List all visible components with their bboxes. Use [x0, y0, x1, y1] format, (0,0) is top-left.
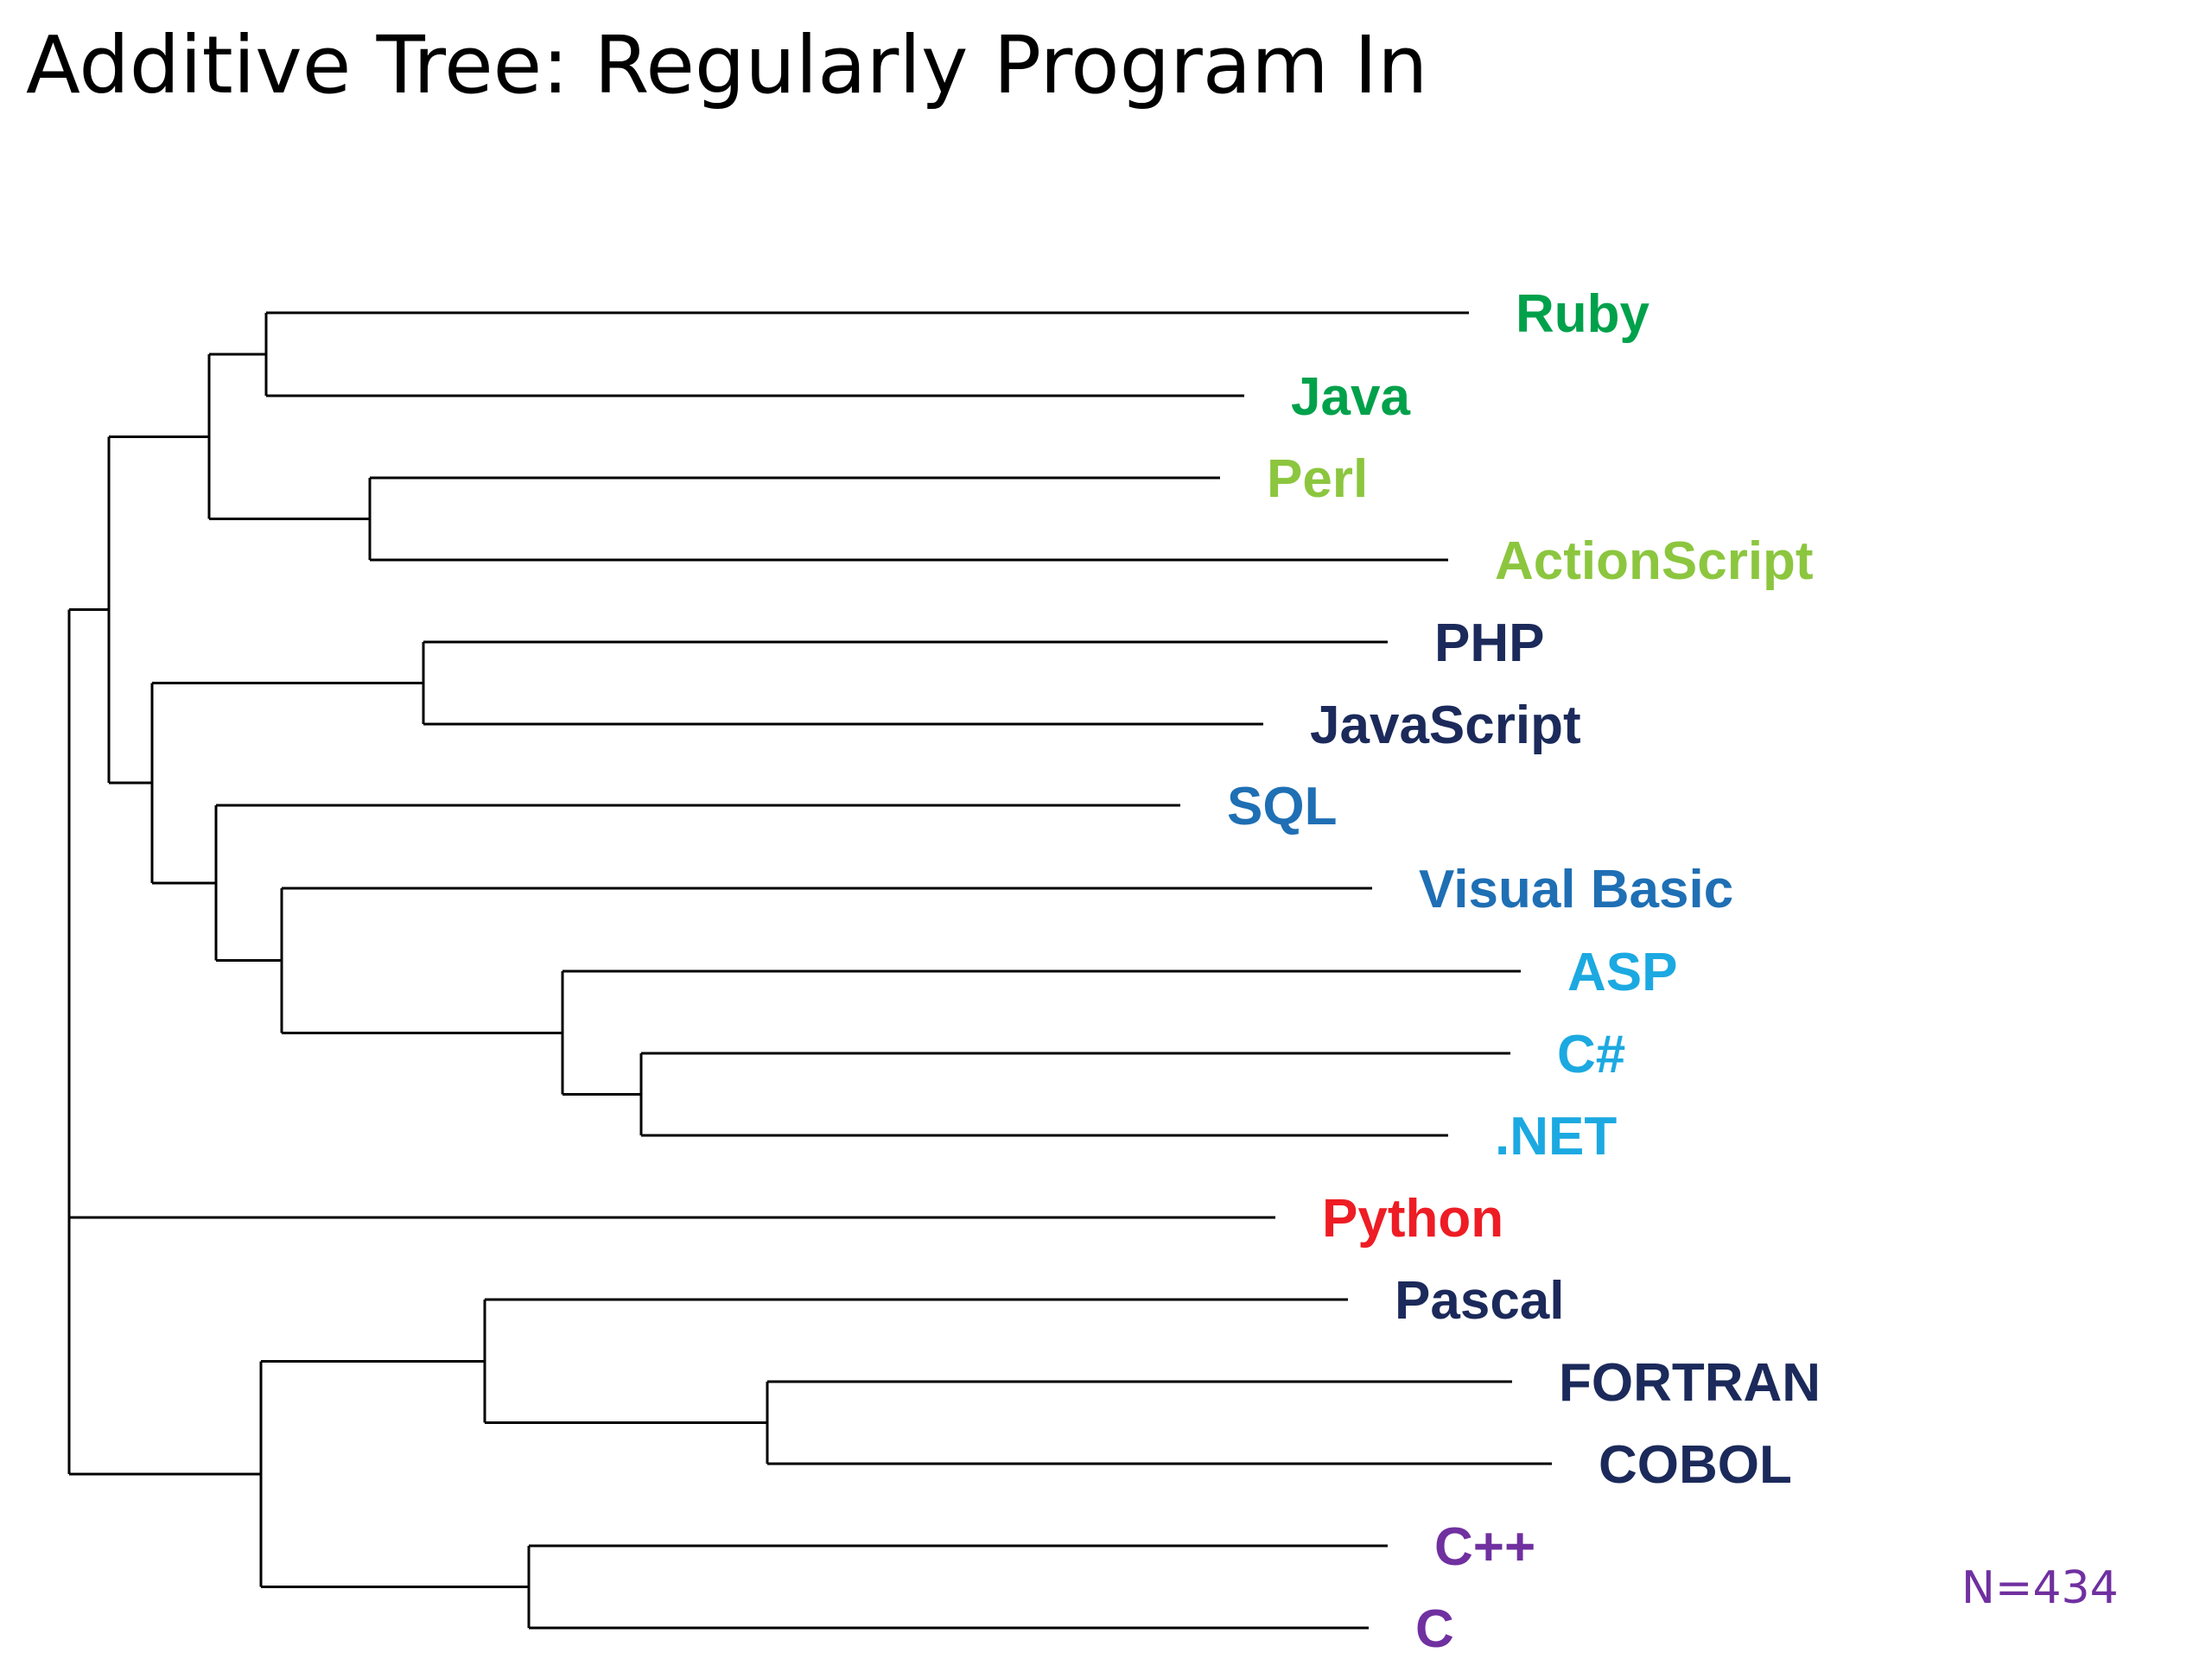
leaf-label: C: [1415, 1599, 1454, 1659]
tree-leaf-labels: Ruby Java Perl ActionScript PHP JavaScript SQL…: [1227, 284, 1821, 1659]
leaf-label: Java: [1291, 367, 1410, 427]
leaf-label: FORTRAN: [1559, 1353, 1821, 1413]
leaf-label: JavaScript: [1310, 696, 1581, 755]
leaf-label: ASP: [1567, 943, 1677, 1002]
leaf-label: C#: [1557, 1025, 1625, 1084]
sample-size-label: N=434: [1961, 1562, 2119, 1614]
slide-title: Additive Tree: Regularly Program In: [26, 19, 1428, 111]
leaf-label: SQL: [1227, 777, 1337, 836]
leaf-label: Python: [1322, 1189, 1503, 1249]
leaf-label: COBOL: [1599, 1435, 1792, 1495]
tree-branches: [67, 311, 1552, 1630]
leaf-label: ActionScript: [1495, 531, 1814, 591]
leaf-label: Ruby: [1516, 284, 1650, 344]
leaf-label: Pascal: [1395, 1271, 1565, 1331]
leaf-label: Visual Basic: [1419, 860, 1733, 919]
leaf-label: C++: [1434, 1517, 1535, 1577]
leaf-label: PHP: [1434, 613, 1544, 673]
leaf-label: .NET: [1495, 1107, 1617, 1166]
leaf-label: Perl: [1267, 449, 1368, 509]
